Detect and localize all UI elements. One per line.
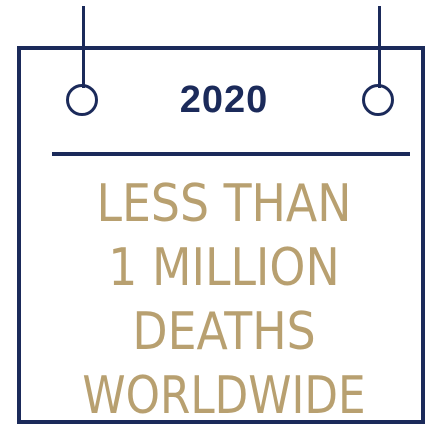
header-divider [52,152,410,156]
left-hanger-line [82,6,85,88]
calendar-message: LESS THAN 1 MILLION DEATHS WORLDWIDE [0,172,448,428]
calendar-frame [17,46,425,424]
message-line-1: LESS THAN [96,174,352,234]
right-binder-ring-icon [362,84,394,116]
message-line-3: DEATHS [132,302,316,362]
calendar-year: 2020 [179,79,269,121]
message-line-4: WORLDWIDE [82,366,366,426]
message-line-2: 1 MILLION [108,238,340,298]
right-hanger-line [378,6,381,88]
left-binder-ring-icon [66,84,98,116]
